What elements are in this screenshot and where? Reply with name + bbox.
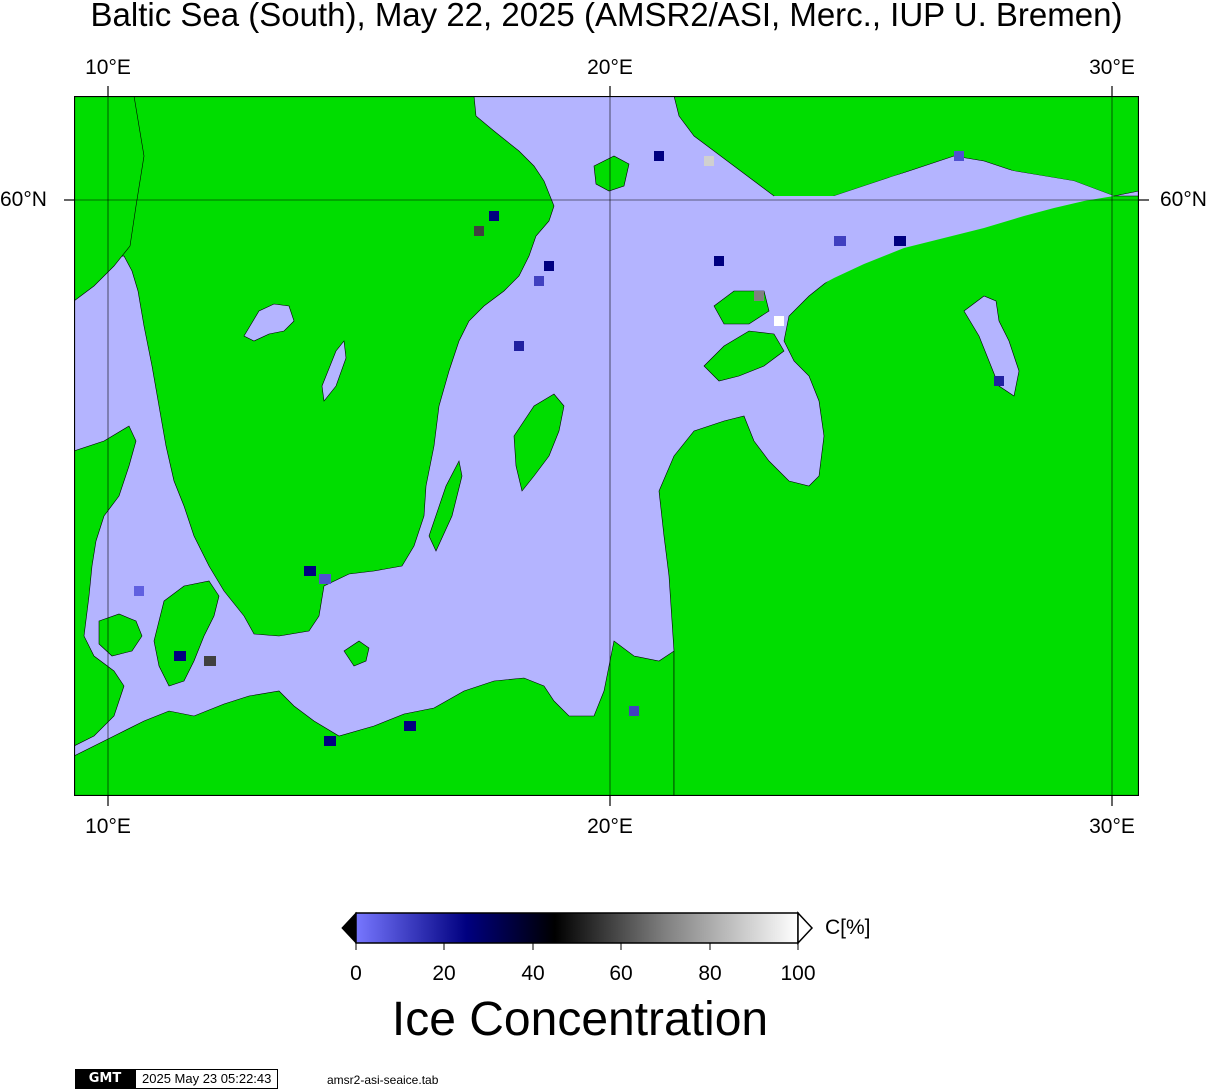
map-title: Baltic Sea (South), May 22, 2025 (AMSR2/… — [90, 0, 1123, 33]
colorbar-tick-100: 100 — [780, 962, 816, 985]
sweden-landmass — [74, 96, 555, 637]
aland-islands — [593, 155, 630, 192]
denmark-jutland — [74, 425, 137, 747]
lat-label-60n-right: 60°N — [1160, 188, 1207, 211]
colorbar — [341, 911, 814, 950]
map-canvas — [74, 96, 1139, 796]
gmt-timestamp: 2025 May 23 05:22:43 — [135, 1069, 279, 1089]
colorbar-gradient — [355, 912, 799, 944]
colorbar-unit: C[%] — [825, 916, 871, 939]
colorbar-under-arrow — [341, 911, 357, 945]
colorbar-tick-60: 60 — [609, 962, 633, 985]
lon-label-10e-bottom: 10°E — [85, 815, 131, 838]
colorbar-tick-40: 40 — [521, 962, 545, 985]
gotland-island — [513, 393, 565, 492]
lon-label-20e-bottom: 20°E — [587, 815, 633, 838]
germany-poland-coast — [74, 640, 675, 796]
lon-label-30e-bottom: 30°E — [1089, 815, 1135, 838]
source-filename: amsr2-asi-seaice.tab — [327, 1073, 439, 1087]
lon-label-20e-top: 20°E — [587, 56, 633, 79]
colorbar-tick-20: 20 — [432, 962, 456, 985]
map-frame — [74, 96, 1139, 796]
bornholm-island — [343, 640, 370, 667]
ice-pixels — [134, 151, 1004, 746]
lat-label-60n-left: 60°N — [0, 188, 47, 211]
lon-label-30e-top: 30°E — [1089, 56, 1135, 79]
denmark-funen — [98, 613, 143, 657]
ice-concentration-map — [74, 96, 1139, 796]
lake-vanern — [243, 303, 295, 342]
norway-coast — [74, 96, 145, 302]
graticule — [74, 96, 1139, 796]
lake-peipus — [963, 295, 1020, 397]
colorbar-tick-80: 80 — [698, 962, 722, 985]
gulf-of-finland — [774, 158, 1114, 294]
colorbar-tick-0: 0 — [350, 962, 362, 985]
saaremaa-island — [703, 330, 785, 382]
oland-island — [428, 460, 463, 552]
gmt-logo: GMT — [75, 1069, 135, 1089]
colorbar-title: Ice Concentration — [391, 993, 769, 1046]
denmark-zealand — [153, 580, 220, 687]
lake-vattern — [321, 340, 347, 402]
colorbar-over-arrow — [797, 911, 814, 945]
lon-label-10e-top: 10°E — [85, 56, 131, 79]
